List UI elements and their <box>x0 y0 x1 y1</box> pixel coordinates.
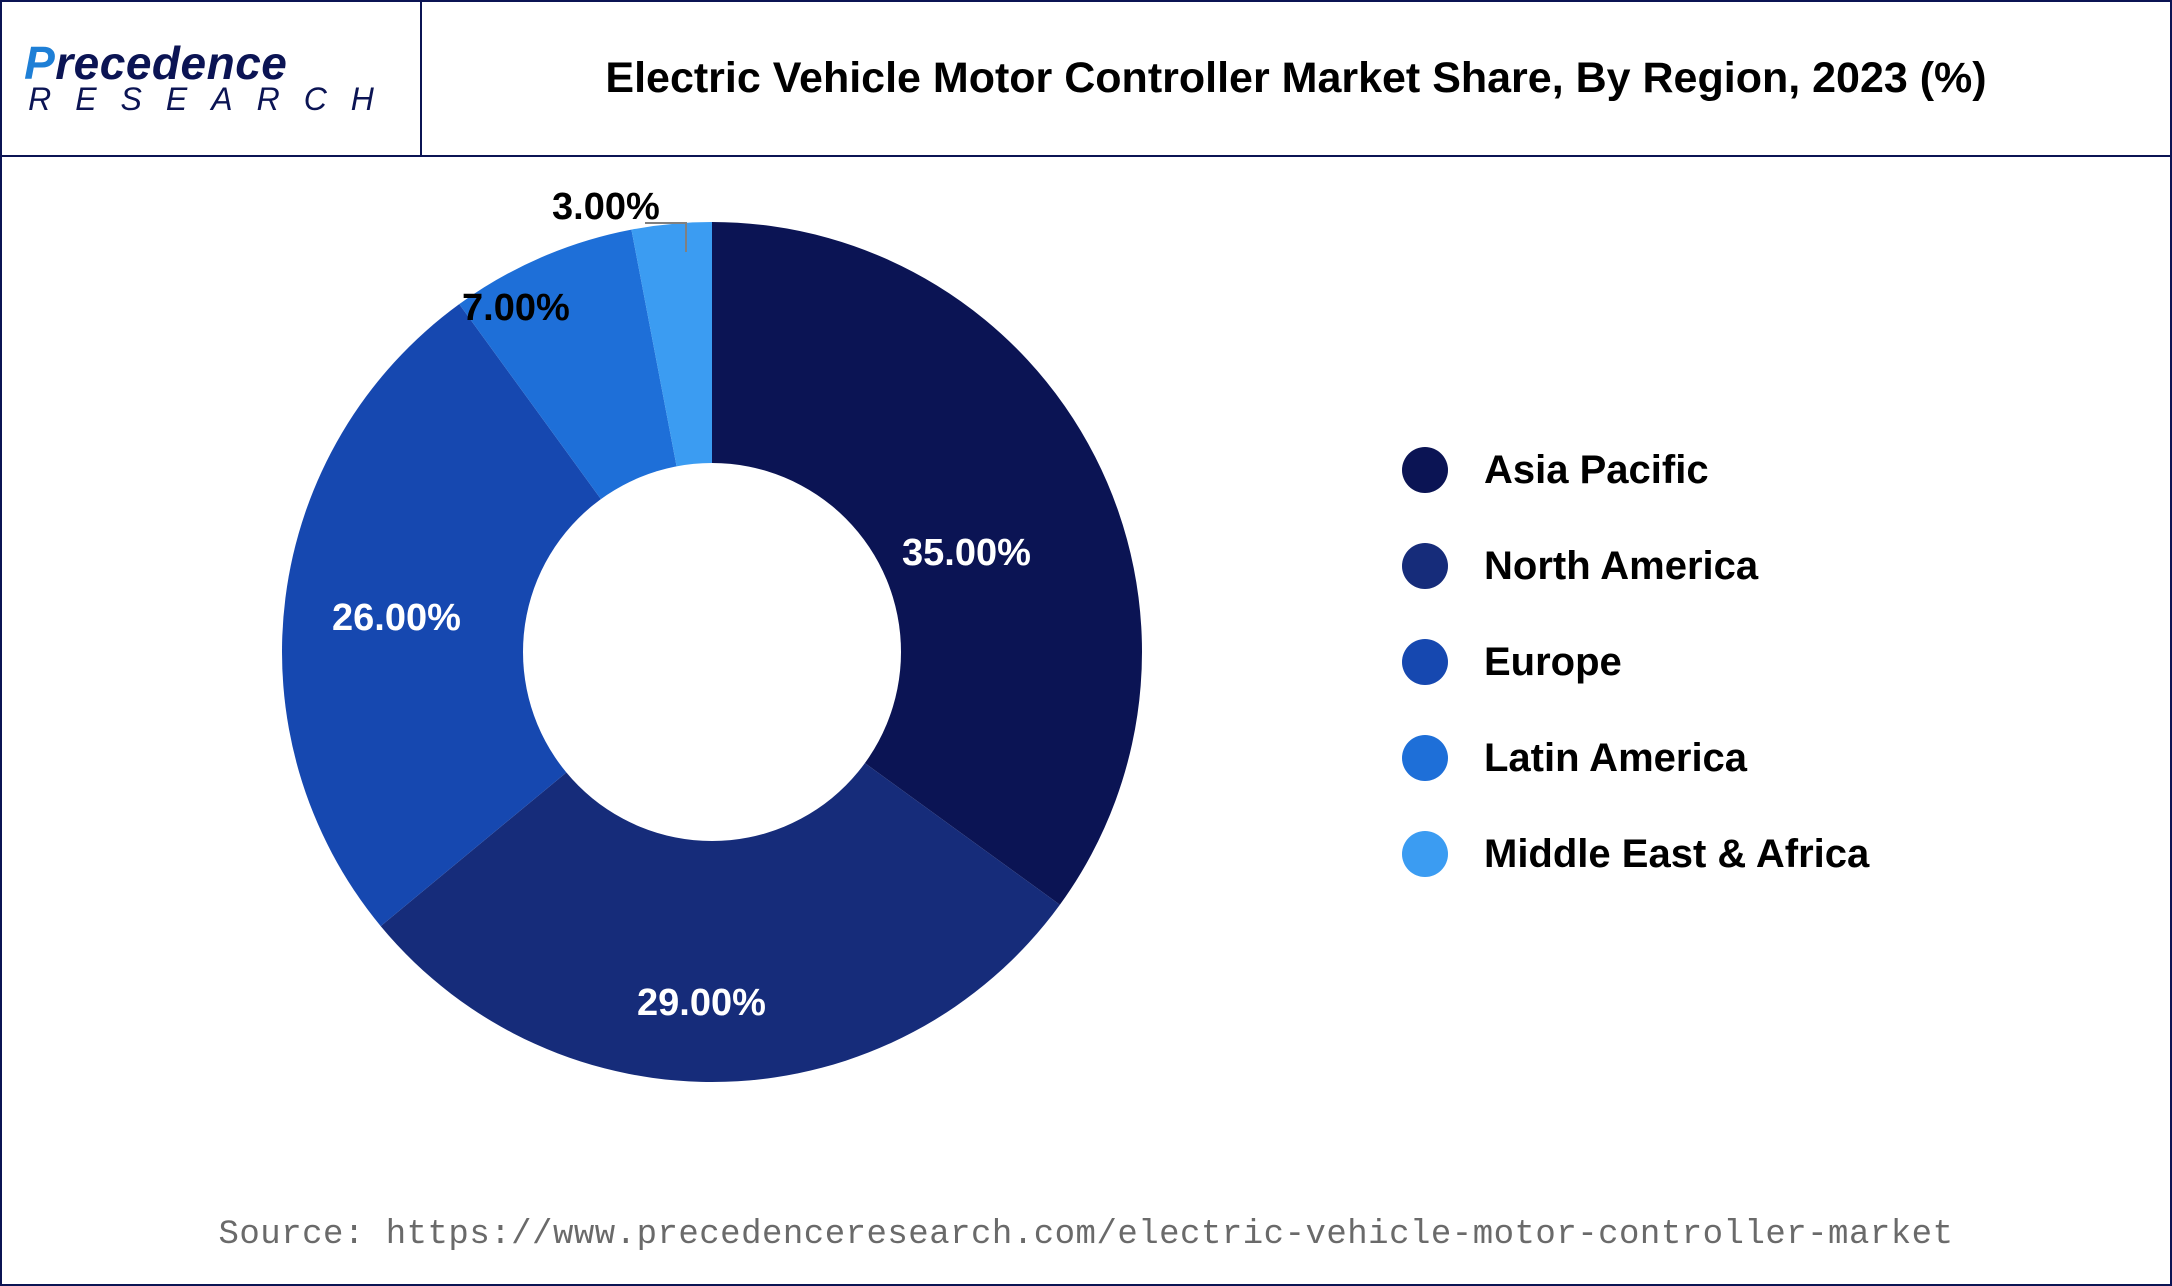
company-logo: Precedence RESEARCH <box>24 42 398 114</box>
donut-svg <box>262 202 1162 1102</box>
chart-title: Electric Vehicle Motor Controller Market… <box>422 54 2170 103</box>
legend-label: North America <box>1484 544 1758 589</box>
legend-dot <box>1402 639 1448 685</box>
legend-dot <box>1402 735 1448 781</box>
legend-dot <box>1402 831 1448 877</box>
legend-item-north-america: North America <box>1402 543 1869 589</box>
legend-dot <box>1402 543 1448 589</box>
legend-label: Asia Pacific <box>1484 448 1709 493</box>
source-text: Source: https://www.precedenceresearch.c… <box>219 1216 1954 1254</box>
legend-label: Middle East & Africa <box>1484 832 1869 877</box>
donut-chart: 35.00% 29.00% 26.00% 7.00% 3.00% <box>262 202 1162 1102</box>
logo-line1: Precedence <box>24 42 398 86</box>
leader-line-v <box>685 222 687 252</box>
slice-label-asia-pacific: 35.00% <box>902 532 1031 575</box>
slice-label-mea: 3.00% <box>552 186 660 229</box>
legend: Asia Pacific North America Europe Latin … <box>1402 447 1869 927</box>
header-row: Precedence RESEARCH Electric Vehicle Mot… <box>2 2 2170 157</box>
legend-label: Latin America <box>1484 736 1747 781</box>
logo-line2: RESEARCH <box>24 84 398 114</box>
chart-area: 35.00% 29.00% 26.00% 7.00% 3.00% Asia Pa… <box>2 157 2170 1197</box>
legend-item-mea: Middle East & Africa <box>1402 831 1869 877</box>
legend-label: Europe <box>1484 640 1622 685</box>
slice-label-latin-america: 7.00% <box>462 287 570 330</box>
donut-hole <box>523 463 901 841</box>
leader-line-h <box>645 222 685 224</box>
source-row: Source: https://www.precedenceresearch.c… <box>2 1216 2170 1254</box>
legend-item-latin-america: Latin America <box>1402 735 1869 781</box>
slice-label-europe: 26.00% <box>332 597 461 640</box>
title-cell: Electric Vehicle Motor Controller Market… <box>422 54 2170 103</box>
slice-label-north-america: 29.00% <box>637 982 766 1025</box>
chart-container: Precedence RESEARCH Electric Vehicle Mot… <box>0 0 2172 1286</box>
legend-item-europe: Europe <box>1402 639 1869 685</box>
legend-item-asia-pacific: Asia Pacific <box>1402 447 1869 493</box>
legend-dot <box>1402 447 1448 493</box>
logo-cell: Precedence RESEARCH <box>2 2 422 155</box>
